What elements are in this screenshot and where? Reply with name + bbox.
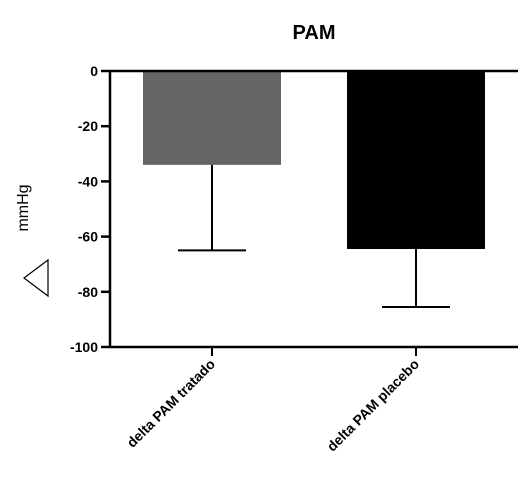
delta-triangle-icon	[23, 258, 49, 298]
x-axis-categories: delta PAM tratado delta PAM placebo	[123, 356, 422, 455]
y-tick-label-6: -100	[70, 339, 98, 355]
bar-2	[347, 71, 485, 250]
y-tick-label-1: 0	[90, 63, 98, 79]
y-axis-label: mmHg	[15, 184, 32, 231]
bar-1	[143, 71, 281, 165]
y-tick-label-3: -40	[78, 173, 98, 189]
x-category-label-1: delta PAM tratado	[123, 356, 218, 451]
chart-title: PAM	[293, 22, 336, 44]
x-category-label-2: delta PAM placebo	[324, 356, 423, 455]
chart-axes	[108, 69, 518, 356]
chart-marks	[143, 71, 485, 308]
y-tick-label-2: -20	[78, 118, 98, 134]
y-axis-ticks: 0 -20 -40 -60 -80 -100	[70, 63, 110, 355]
y-tick-label-4: -60	[78, 229, 98, 245]
y-axis-label-group: mmHg	[15, 184, 49, 298]
y-tick-label-5: -80	[78, 284, 98, 300]
